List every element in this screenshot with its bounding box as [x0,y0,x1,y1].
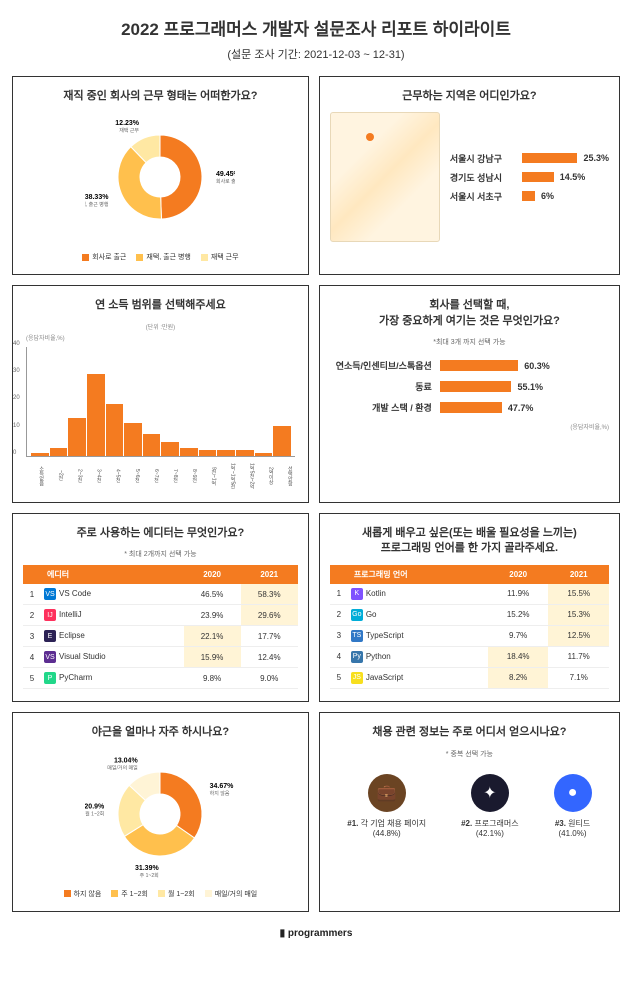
card-title: 새롭게 배우고 싶은(또는 배울 필요성을 느끼는)프로그래밍 언어를 한 가지… [330,526,609,557]
svg-text:주 1~2회: 주 1~2회 [140,872,159,879]
svg-text:회사로 출근: 회사로 출근 [216,178,235,185]
income-bar [31,453,49,456]
svg-text:38.33%: 38.33% [85,194,109,201]
table-row: 3TSTypeScript9.7%12.5% [330,625,609,646]
card-title: 재직 중인 회사의 근무 형태는 어떠한가요? [23,89,298,104]
page-subtitle: (설문 조사 기간: 2021-12-03 ~ 12-31) [12,46,620,62]
income-bar [217,450,235,455]
income-bar [124,423,142,456]
income-bar [255,453,273,456]
overtime-legend: 하지 않음 주 1~2회 월 1~2회 매일/거의 매일 [23,889,298,899]
language-table: 프로그래밍 언어202020211KKotlin11.9%15.5%2GoGo1… [330,565,609,689]
income-bar [273,426,291,456]
svg-text:20.9%: 20.9% [85,803,105,810]
recruit-item: ●#3. 원티드(41.0%) [554,774,592,838]
legend-item: 재택, 출근 병행 [136,252,190,262]
income-bar [68,418,86,456]
svg-text:31.39%: 31.39% [135,865,160,872]
income-bar [87,374,105,456]
priority-row: 개발 스택 / 환경47.7% [330,401,609,414]
svg-text:13.04%: 13.04% [114,757,139,764]
svg-text:하지 않음: 하지 않음 [210,790,230,797]
table-row: 2IJIntelliJ23.9%29.6% [23,605,298,626]
card-recruit: 채용 관련 정보는 주로 어디서 얻으시나요? * 중복 선택 가능 💼#1. … [319,712,620,911]
editor-table: 에디터202020211VSVS Code46.5%58.3%2IJIntell… [23,565,298,689]
income-bar [236,450,254,455]
unit-label: (단위 :만원) [23,322,298,331]
card-note: * 중복 선택 가능 [330,749,609,759]
table-row: 5PPyCharm9.8%9.0% [23,668,298,689]
korea-map-icon [330,112,440,242]
table-row: 4PyPython18.4%11.7% [330,646,609,667]
card-title: 근무하는 지역은 어디인가요? [330,89,609,104]
income-bar [180,448,198,456]
legend-item: 매일/거의 매일 [205,889,258,899]
table-row: 3EEclipse22.1%17.7% [23,626,298,647]
footnote: (응답자비율,%) [330,422,609,431]
recruit-list: 💼#1. 각 기업 채용 페이지(44.8%) ✦#2. 프로그래머스(42.1%… [330,774,609,838]
recruit-item: ✦#2. 프로그래머스(42.1%) [461,774,519,838]
table-row: 5JSJavaScript8.2%7.1% [330,667,609,688]
card-note: *최대 3개 까지 선택 가능 [330,337,609,347]
table-row: 4VSVisual Studio15.9%12.4% [23,647,298,668]
priority-list: 연소득/인센티브/스톡옵션60.3% 동료55.1% 개발 스택 / 환경47.7% [330,359,609,414]
card-overtime: 야근을 얼마나 자주 하시나요? 34.67%하지 않음31.39%주 1~2회… [12,712,309,911]
svg-text:재택, 출근 병행: 재택, 출근 병행 [85,201,109,208]
income-bar [50,448,68,456]
priority-row: 동료55.1% [330,380,609,393]
recruit-item: 💼#1. 각 기업 채용 페이지(44.8%) [347,774,426,838]
svg-text:재택 근무: 재택 근무 [120,127,140,134]
card-title: 주로 사용하는 에디터는 무엇인가요? [23,526,298,541]
table-row: 1VSVS Code46.5%58.3% [23,584,298,605]
footer-logo: programmers [12,928,620,939]
region-row: 서울시 강남구25.3% [450,152,609,165]
table-row: 2GoGo15.2%15.3% [330,604,609,625]
work-type-donut: 49.45%회사로 출근 38.33%재택, 출근 병행 12.23%재택 근무 [85,112,235,242]
page-title: 2022 프로그래머스 개발자 설문조사 리포트 하이라이트 [12,15,620,40]
svg-text:매일/거의 매일: 매일/거의 매일 [108,764,139,771]
income-bar-chart: 010203040 [26,347,295,457]
card-title: 회사를 선택할 때,가장 중요하게 여기는 것은 무엇인가요? [330,298,609,329]
overtime-donut: 34.67%하지 않음 31.39%주 1~2회 20.9%월 1~2회 13.04%… [85,749,235,879]
card-income: 연 소득 범위를 선택해주세요 (단위 :만원) (응답자비율,%) 01020… [12,285,309,502]
card-note: * 최대 2개까지 선택 가능 [23,549,298,559]
legend-item: 재택 근무 [201,252,239,262]
legend-item: 회사로 출근 [82,252,126,262]
income-bar [143,434,161,456]
income-bar [199,450,217,455]
svg-text:월 1~2회: 월 1~2회 [86,810,105,817]
income-x-labels: 소득없음~2천2~3천3~4천4~5천5~6천6~7천7~8천8~9천9천~1억… [23,462,298,490]
region-list: 서울시 강남구25.3% 경기도 성남시14.5% 서울시 서초구6% [450,146,609,209]
svg-text:34.67%: 34.67% [210,783,235,790]
region-row: 경기도 성남시14.5% [450,171,609,184]
priority-row: 연소득/인센티브/스톡옵션60.3% [330,359,609,372]
legend-item: 하지 않음 [64,889,102,899]
card-title: 연 소득 범위를 선택해주세요 [23,298,298,313]
income-bar [106,404,124,456]
region-row: 서울시 서초구6% [450,190,609,203]
card-region: 근무하는 지역은 어디인가요? 서울시 강남구25.3% 경기도 성남시14.5%… [319,76,620,275]
card-priority: 회사를 선택할 때,가장 중요하게 여기는 것은 무엇인가요? *최대 3개 까… [319,285,620,502]
yaxis-label: (응답자비율,%) [26,333,298,342]
card-work-type: 재직 중인 회사의 근무 형태는 어떠한가요? 49.45%회사로 출근38.3… [12,76,309,275]
income-bar [161,442,179,456]
card-language: 새롭게 배우고 싶은(또는 배울 필요성을 느끼는)프로그래밍 언어를 한 가지… [319,513,620,702]
card-title: 채용 관련 정보는 주로 어디서 얻으시나요? [330,725,609,740]
card-editor: 주로 사용하는 에디터는 무엇인가요? * 최대 2개까지 선택 가능 에디터2… [12,513,309,702]
legend-item: 주 1~2회 [111,889,148,899]
legend-item: 월 1~2회 [158,889,195,899]
card-title: 야근을 얼마나 자주 하시나요? [23,725,298,740]
work-type-legend: 회사로 출근 재택, 출근 병행 재택 근무 [23,252,298,262]
svg-text:12.23%: 12.23% [116,120,141,127]
table-row: 1KKotlin11.9%15.5% [330,584,609,605]
svg-text:49.45%: 49.45% [216,171,235,178]
